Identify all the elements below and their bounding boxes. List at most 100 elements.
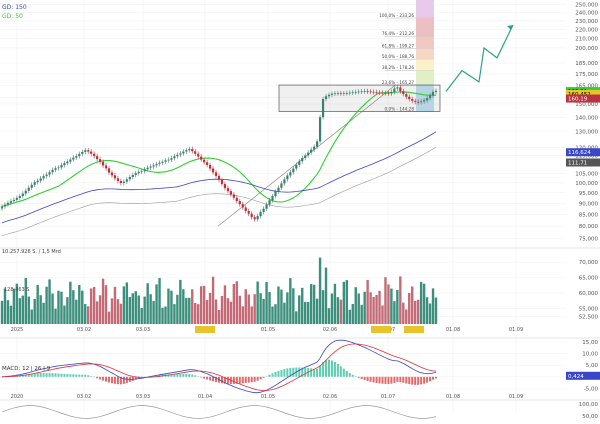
candle-body <box>390 92 392 94</box>
candle-body <box>147 168 149 170</box>
candle-body <box>343 93 345 94</box>
candle-body <box>99 159 101 162</box>
price-tick-label: 175,000 <box>575 72 598 78</box>
candle-body <box>328 95 330 96</box>
macd-histogram-bar <box>420 377 422 385</box>
candle-body <box>194 151 196 153</box>
macd-histogram-bar <box>292 368 294 377</box>
candle-body <box>155 164 157 165</box>
volume-bar <box>197 304 199 324</box>
candle-body <box>248 211 250 214</box>
macd-histogram-bar <box>361 377 363 379</box>
fib-zone <box>416 70 434 85</box>
macd-histogram-bar <box>72 374 74 376</box>
volume-bar <box>325 268 327 324</box>
price-badge-text: 111,71 <box>568 160 587 166</box>
candle-body <box>319 117 321 141</box>
macd-tick-label: 5,00 <box>586 363 599 369</box>
volume-bar <box>375 295 377 324</box>
candle-body <box>271 196 273 200</box>
macd-histogram-bar <box>221 377 223 383</box>
volume-bar <box>167 289 169 324</box>
macd-histogram-bar <box>52 373 54 377</box>
volume-tick-label: 55,000 <box>579 307 599 313</box>
candle-body <box>54 168 56 170</box>
candle-body <box>10 201 12 203</box>
macd-histogram-bar <box>331 360 333 376</box>
volume-bar <box>143 297 145 324</box>
macd-histogram-bar <box>364 377 366 380</box>
macd-histogram-bar <box>239 377 241 384</box>
volume-bar <box>10 306 12 324</box>
volume-bar <box>135 291 137 324</box>
candle-body <box>164 160 166 161</box>
macd-histogram-bar <box>78 375 80 377</box>
macd-histogram-bar <box>245 377 247 383</box>
candle-body <box>111 173 113 176</box>
macd-histogram-bar <box>334 362 336 377</box>
volume-bar <box>301 288 303 324</box>
volume-bar <box>57 291 59 324</box>
candle-body <box>242 204 244 207</box>
candle-body <box>72 158 74 160</box>
candle-body <box>426 98 428 100</box>
candle-body <box>367 91 369 92</box>
candle-body <box>45 175 47 176</box>
legend-sma150: GD: 150 <box>2 4 27 11</box>
volume-bar <box>36 285 38 324</box>
price-tick-label: 210,000 <box>575 36 598 42</box>
macd-histogram-bar <box>396 377 398 382</box>
volume-bar <box>405 309 407 324</box>
candle-body <box>84 150 86 152</box>
x-tick-label: 03.03 <box>136 327 150 333</box>
volume-bar <box>268 292 270 324</box>
macd-histogram-bar <box>384 377 386 384</box>
candle-body <box>265 205 267 209</box>
macd-x-tick-label: 2020 <box>11 394 24 400</box>
volume-bar <box>352 304 354 324</box>
volume-bar <box>146 283 148 324</box>
candle-body <box>289 172 291 175</box>
candle-body <box>355 92 357 93</box>
date-highlight <box>195 326 215 333</box>
macd-histogram-bar <box>274 372 276 377</box>
candle-body <box>170 158 172 160</box>
volume-bar <box>259 293 261 324</box>
volume-axis-readout: 128.463 S <box>4 287 29 293</box>
candle-body <box>197 154 199 157</box>
volume-bar <box>81 291 83 324</box>
macd-histogram-bar <box>248 377 250 383</box>
volume-bar <box>138 296 140 324</box>
volume-bar <box>280 290 282 324</box>
fib-zone <box>416 49 434 60</box>
price-tick-label: 230,000 <box>575 19 598 25</box>
price-tick-label: 100,000 <box>575 181 598 187</box>
volume-bar <box>111 298 113 324</box>
macd-histogram-bar <box>96 377 98 378</box>
volume-bar <box>286 292 288 324</box>
volume-bar <box>239 296 241 324</box>
candle-body <box>292 169 294 173</box>
volume-bar <box>114 287 116 324</box>
volume-bar <box>25 278 27 324</box>
fib-level-label: 100,0% - 233,26 <box>379 13 414 18</box>
volume-bar <box>292 288 294 324</box>
candle-body <box>141 171 143 172</box>
price-tick-label: 80,000 <box>579 224 599 230</box>
candle-body <box>102 162 104 166</box>
macd-histogram-bar <box>90 376 92 377</box>
candle-body <box>153 165 155 166</box>
macd-histogram-bar <box>60 374 62 377</box>
macd-histogram-bar <box>55 373 57 376</box>
candle-body <box>414 101 416 102</box>
macd-histogram-bar <box>263 377 265 378</box>
macd-histogram-bar <box>373 377 375 383</box>
volume-bar <box>45 287 47 324</box>
volume-bar <box>277 286 279 324</box>
macd-histogram-bar <box>304 368 306 377</box>
volume-bar <box>420 282 422 324</box>
volume-bar <box>87 306 89 324</box>
volume-bar <box>369 292 371 324</box>
volume-bar <box>149 294 151 324</box>
